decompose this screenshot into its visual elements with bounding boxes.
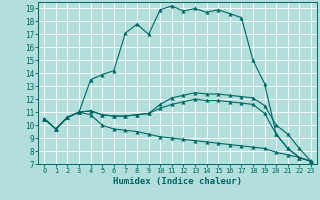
X-axis label: Humidex (Indice chaleur): Humidex (Indice chaleur)	[113, 177, 242, 186]
